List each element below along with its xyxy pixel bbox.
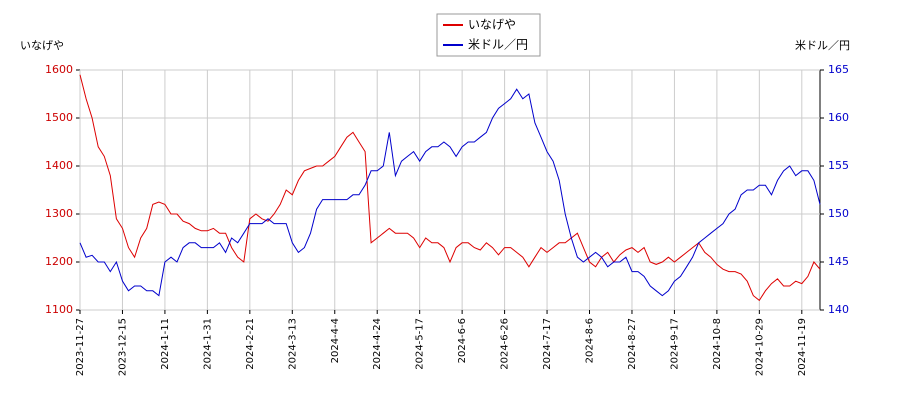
y2-axis-label: 米ドル／円 — [795, 39, 850, 52]
x-tick-label: 2024-6-26 — [500, 318, 511, 370]
x-tick-label: 2024-11-19 — [797, 318, 808, 376]
x-tick-label: 2024-6-6 — [457, 318, 468, 363]
x-tick-label: 2024-8-27 — [627, 318, 638, 370]
y2-tick-label: 150 — [828, 207, 849, 220]
y-tick-label: 1400 — [45, 159, 73, 172]
plot-frame — [79, 69, 821, 311]
series-line — [79, 88, 821, 297]
x-tick-label: 2024-1-11 — [160, 318, 171, 370]
y-tick-label: 1100 — [45, 303, 73, 316]
x-tick-label: 2024-10-29 — [754, 318, 765, 376]
legend-label: いなげや — [468, 18, 516, 32]
x-tick-label: 2024-7-17 — [542, 318, 553, 370]
series-line — [79, 74, 821, 302]
y2-tick-label: 140 — [828, 303, 849, 316]
x-tick-label: 2024-2-21 — [245, 318, 256, 370]
x-tick-label: 2023-11-27 — [75, 318, 86, 376]
x-tick-label: 2024-4-4 — [330, 318, 341, 363]
y-axis-label: いなげや — [20, 39, 64, 52]
y-tick-label: 1200 — [45, 255, 73, 268]
legend-label: 米ドル／円 — [468, 38, 528, 52]
x-tick-label: 2024-3-13 — [287, 318, 298, 370]
y2-tick-label: 155 — [828, 159, 849, 172]
x-tick-label: 2024-10-8 — [712, 318, 723, 370]
y2-tick-label: 160 — [828, 111, 849, 124]
x-tick-label: 2024-5-17 — [415, 318, 426, 370]
y-tick-label: 1500 — [45, 111, 73, 124]
y2-tick-label: 145 — [828, 255, 849, 268]
y-tick-label: 1600 — [45, 63, 73, 76]
x-tick-label: 2024-1-31 — [202, 318, 213, 370]
y2-tick-label: 165 — [828, 63, 849, 76]
x-tick-label: 2024-4-24 — [372, 318, 383, 370]
x-tick-label: 2023-12-15 — [117, 318, 128, 376]
y-tick-label: 1300 — [45, 207, 73, 220]
legend-box — [436, 13, 541, 57]
x-tick-label: 2024-9-17 — [669, 318, 680, 370]
x-tick-label: 2024-8-6 — [585, 318, 596, 363]
